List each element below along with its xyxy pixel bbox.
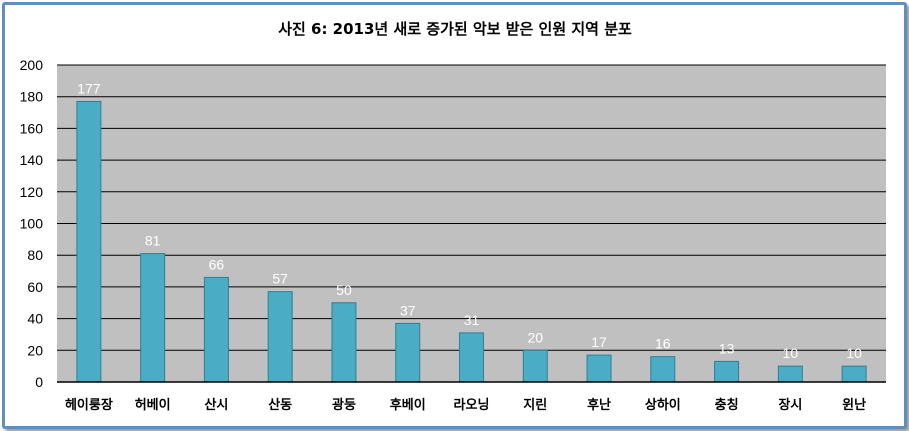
data-label-11: 13 xyxy=(719,340,735,356)
data-labels: 177 81 66 57 50 37 31 20 17 16 13 10 10 xyxy=(77,80,862,361)
bar-3 xyxy=(203,276,229,383)
bar-1 xyxy=(76,100,102,383)
bar-11 xyxy=(714,360,740,383)
x-tick-label-9: 후난 xyxy=(587,397,611,413)
x-tick-label-8: 지린 xyxy=(523,397,547,413)
y-tick-label-0: 0 xyxy=(35,374,43,390)
x-tick-label-10: 상하이 xyxy=(645,397,681,413)
x-tick-label-12: 장시 xyxy=(778,397,802,413)
bar-13 xyxy=(841,365,867,383)
x-tick-label-13: 윈난 xyxy=(842,398,866,413)
data-label-5: 50 xyxy=(336,282,352,298)
data-label-4: 57 xyxy=(272,271,288,287)
gridlines xyxy=(57,64,886,351)
x-tick-label-5: 광둥 xyxy=(332,398,356,413)
y-tick-label-100: 100 xyxy=(20,216,44,232)
data-label-12: 10 xyxy=(783,345,799,361)
x-tick-label-6: 후베이 xyxy=(390,397,426,413)
bar-5 xyxy=(331,302,357,383)
y-tick-label-60: 60 xyxy=(27,279,43,295)
bar-10 xyxy=(650,356,676,383)
chart-title: 사진 6: 2013년 새로 증가된 악보 받은 인원 지역 분포 xyxy=(278,20,632,38)
y-tick-label-160: 160 xyxy=(20,120,44,136)
y-tick-label-80: 80 xyxy=(27,247,43,263)
data-label-1: 177 xyxy=(77,80,101,96)
x-tick-label-7: 라오닝 xyxy=(454,397,490,413)
bar-2 xyxy=(140,253,166,383)
data-label-8: 20 xyxy=(527,329,543,345)
y-tick-label-140: 140 xyxy=(20,152,44,168)
bar-8 xyxy=(522,349,548,383)
x-axis-ticks: 헤이룽장 허베이 산시 산동 광둥 후베이 라오닝 지린 후난 상하이 충칭 장시 윈난 xyxy=(65,397,866,413)
data-label-13: 10 xyxy=(846,345,862,361)
x-tick-label-11: 충칭 xyxy=(715,397,739,413)
data-label-7: 31 xyxy=(464,312,480,328)
x-tick-label-3: 산시 xyxy=(204,397,228,413)
data-label-3: 66 xyxy=(209,256,225,272)
x-tick-label-2: 허베이 xyxy=(135,397,171,413)
y-tick-label-120: 120 xyxy=(20,184,44,200)
data-label-2: 81 xyxy=(145,233,161,249)
data-label-10: 16 xyxy=(655,336,671,352)
y-tick-label-20: 20 xyxy=(27,342,43,358)
bar-12 xyxy=(777,365,803,383)
data-label-6: 37 xyxy=(400,302,416,318)
bar-6 xyxy=(395,322,421,383)
y-tick-label-40: 40 xyxy=(27,311,43,327)
y-tick-label-200: 200 xyxy=(20,57,44,73)
bar-4 xyxy=(267,291,293,383)
x-tick-label-4: 산동 xyxy=(268,397,292,413)
bars xyxy=(76,100,867,383)
bar-9 xyxy=(586,354,612,383)
x-tick-label-1: 헤이룽장 xyxy=(65,397,113,413)
bar-7 xyxy=(459,332,484,383)
y-tick-label-180: 180 xyxy=(20,89,44,105)
data-label-9: 17 xyxy=(591,334,607,350)
y-axis-ticks: 0 20 40 60 80 100 120 140 160 180 200 xyxy=(20,57,44,390)
